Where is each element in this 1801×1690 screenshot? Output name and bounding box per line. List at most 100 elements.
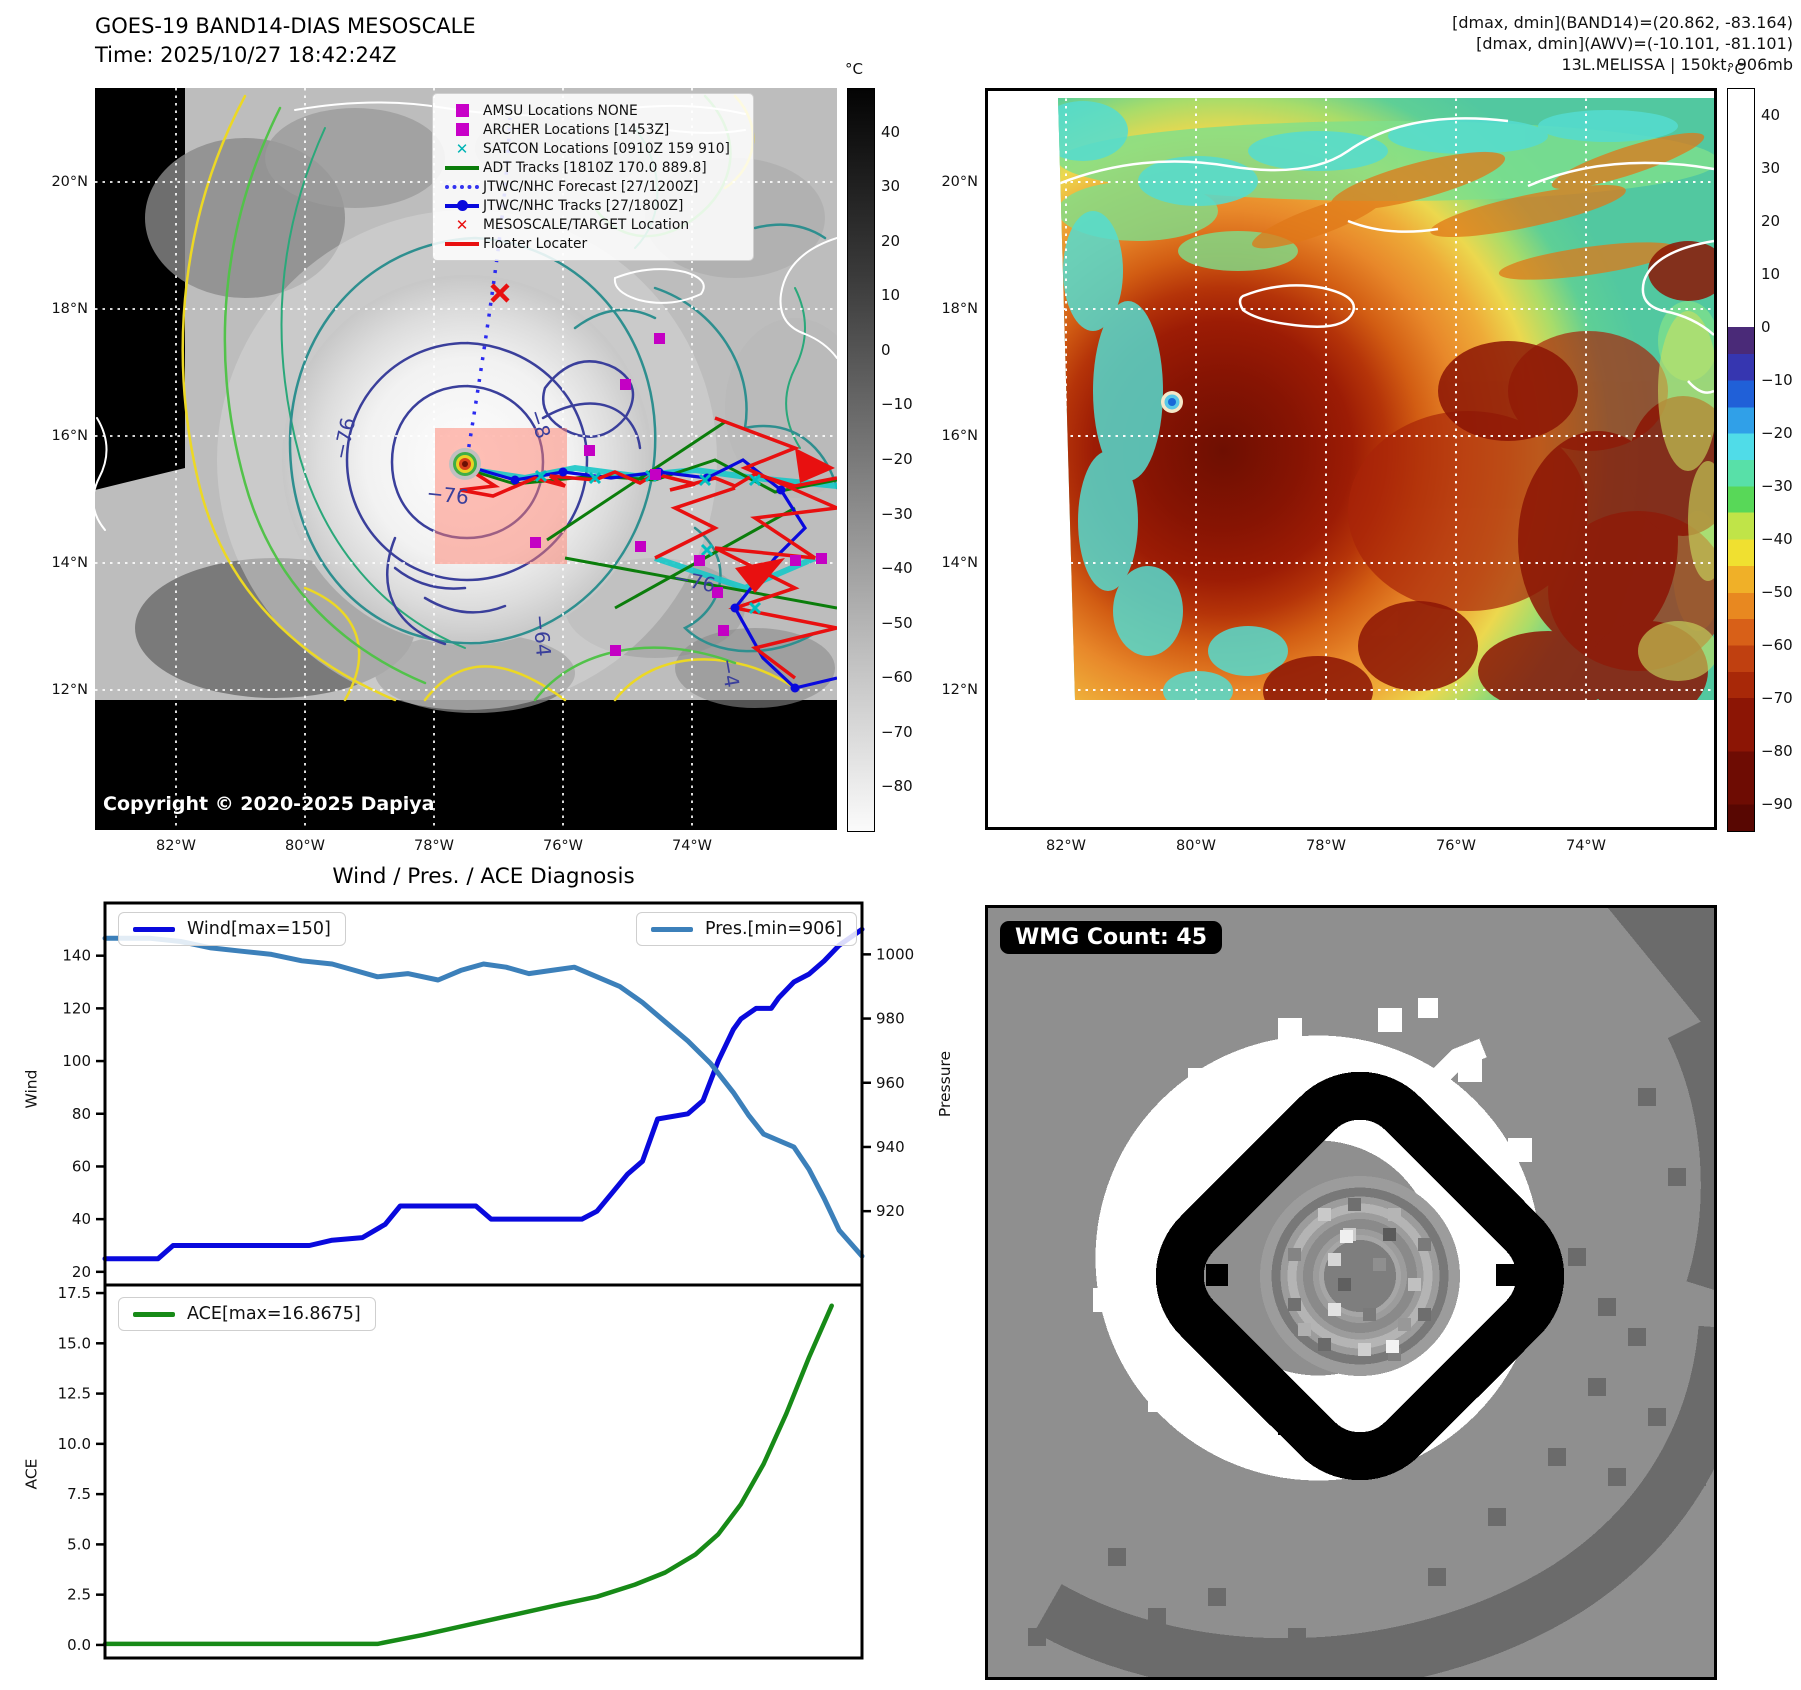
svg-text:940: 940 bbox=[876, 1138, 905, 1156]
band14-colorbar-tick-label: 20 bbox=[881, 231, 901, 250]
legend-item-label: MESOSCALE/TARGET Location bbox=[483, 216, 690, 233]
awv-lat-tick-label: 20°N bbox=[941, 174, 978, 190]
awv-lat-tick-label: 16°N bbox=[941, 428, 978, 444]
svg-text:60: 60 bbox=[72, 1157, 91, 1175]
svg-text:920: 920 bbox=[876, 1202, 905, 1220]
track-markers bbox=[490, 283, 827, 693]
pressure-axis-label: Pressure bbox=[936, 1050, 955, 1118]
awv-colorbar-tick-label: −60 bbox=[1761, 635, 1793, 654]
series-line bbox=[102, 935, 865, 1259]
svg-text:980: 980 bbox=[876, 1010, 905, 1028]
svg-text:40: 40 bbox=[72, 1210, 91, 1228]
awv-colorbar-unit: °C bbox=[1727, 60, 1745, 78]
pres-legend-label: Pres.[min=906] bbox=[705, 919, 843, 939]
band14-lon-tick-label: 80°W bbox=[284, 838, 326, 854]
awv-colorbar-tick-label: −30 bbox=[1761, 476, 1793, 495]
svg-text:7.5: 7.5 bbox=[67, 1485, 91, 1503]
legend-item-label: AMSU Locations NONE bbox=[483, 102, 638, 119]
wind-axis-label: Wind bbox=[22, 1069, 41, 1109]
chart-title: Wind / Pres. / ACE Diagnosis bbox=[332, 864, 635, 889]
band14-title: GOES-19 BAND14-DIAS MESOSCALE bbox=[95, 14, 476, 38]
band14-colorbar-tick-label: 40 bbox=[881, 122, 901, 141]
legend-item: ✕ MESOSCALE/TARGET Location bbox=[441, 215, 745, 234]
band14-lon-tick-label: 78°W bbox=[413, 838, 455, 854]
pres-legend: Pres.[min=906] bbox=[636, 912, 858, 946]
svg-text:960: 960 bbox=[876, 1074, 905, 1092]
band14-colorbar-tick-label: −30 bbox=[881, 504, 913, 523]
legend-item-label: JTWC/NHC Forecast [27/1200Z] bbox=[483, 178, 699, 195]
band14-colorbar-unit: °C bbox=[845, 60, 863, 78]
svg-text:120: 120 bbox=[62, 999, 91, 1017]
awv-map-image bbox=[1058, 98, 1714, 700]
band14-lat-tick-label: 12°N bbox=[51, 682, 88, 698]
awv-map-panel bbox=[985, 88, 1717, 830]
wmg-image bbox=[988, 908, 1714, 1677]
series-line bbox=[102, 1303, 834, 1647]
svg-text:−4: −4 bbox=[716, 656, 745, 689]
svg-text:12.5: 12.5 bbox=[58, 1385, 91, 1403]
band14-time: Time: 2025/10/27 18:42:24Z bbox=[95, 43, 397, 67]
wind-legend: Wind[max=150] bbox=[118, 912, 346, 946]
band14-colorbar-tick-label: −10 bbox=[881, 395, 913, 414]
ace-axis-label: ACE bbox=[22, 1458, 41, 1490]
legend-item: Floater Locater bbox=[441, 234, 745, 253]
awv-colorbar bbox=[1727, 88, 1755, 832]
awv-lat-tick-label: 12°N bbox=[941, 682, 978, 698]
awv-header-line2: [dmax, dmin](AWV)=(-10.101, -81.101) bbox=[1476, 34, 1793, 53]
awv-colorbar-tick-label: −70 bbox=[1761, 688, 1793, 707]
awv-lon-tick-label: 78°W bbox=[1305, 838, 1347, 854]
svg-text:5.0: 5.0 bbox=[67, 1535, 91, 1553]
band14-colorbar-tick-label: −70 bbox=[881, 722, 913, 741]
legend-item: JTWC/NHC Tracks [27/1800Z] bbox=[441, 196, 745, 215]
copyright-label: Copyright © 2020-2025 Dapiya bbox=[103, 793, 435, 815]
awv-lat-tick-label: 18°N bbox=[941, 301, 978, 317]
band14-colorbar-tick-label: −20 bbox=[881, 450, 913, 468]
awv-colorbar-tick-label: 40 bbox=[1761, 105, 1781, 124]
awv-colorbar-tick-label: −40 bbox=[1761, 529, 1793, 548]
svg-text:2.5: 2.5 bbox=[67, 1586, 91, 1604]
ace-legend: ACE[max=16.8675] bbox=[118, 1297, 376, 1331]
x-marker-icon: ✕ bbox=[455, 139, 469, 158]
band14-colorbar-tick-label: 10 bbox=[881, 286, 901, 305]
svg-text:0.0: 0.0 bbox=[67, 1636, 91, 1654]
line-marker-icon bbox=[441, 241, 483, 246]
legend-item-label: JTWC/NHC Tracks [27/1800Z] bbox=[483, 197, 684, 214]
wmg-count-badge: WMG Count: 45 bbox=[1000, 921, 1223, 954]
line-marker-icon bbox=[441, 165, 483, 170]
awv-colorbar-tick-label: −80 bbox=[1761, 741, 1793, 760]
awv-colorbar-tick-label: −90 bbox=[1761, 794, 1793, 813]
ace-legend-swatch bbox=[133, 1311, 175, 1317]
ace-legend-label: ACE[max=16.8675] bbox=[187, 1304, 361, 1324]
svg-text:100: 100 bbox=[62, 1052, 91, 1070]
band14-colorbar-tick-label: 0 bbox=[881, 340, 891, 359]
pres-legend-swatch bbox=[651, 926, 693, 932]
band14-colorbar-tick-label: −60 bbox=[881, 668, 913, 687]
band14-lat-tick-label: 16°N bbox=[51, 428, 88, 444]
band14-title-block: GOES-19 BAND14-DIAS MESOSCALE Time: 2025… bbox=[95, 12, 476, 70]
band14-colorbar-tick-label: 30 bbox=[881, 177, 901, 196]
square-marker-icon bbox=[441, 123, 483, 136]
awv-lon-tick-label: 80°W bbox=[1175, 838, 1217, 854]
svg-text:20: 20 bbox=[72, 1263, 91, 1281]
series-line bbox=[102, 926, 865, 1262]
awv-colorbar-tick-label: 0 bbox=[1761, 317, 1771, 336]
awv-lon-tick-label: 82°W bbox=[1045, 838, 1087, 854]
band14-lat-tick-label: 20°N bbox=[51, 174, 88, 190]
band14-lon-tick-label: 74°W bbox=[671, 838, 713, 854]
legend-item-label: ARCHER Locations [1453Z] bbox=[483, 121, 670, 138]
awv-header-line3: 13L.MELISSA | 150kt, 906mb bbox=[1561, 55, 1793, 74]
wmg-panel bbox=[985, 905, 1717, 1680]
wind-legend-label: Wind[max=150] bbox=[187, 919, 331, 939]
svg-text:80: 80 bbox=[72, 1105, 91, 1123]
awv-colorbar-tick-label: −10 bbox=[1761, 370, 1793, 389]
legend-item: ✕ SATCON Locations [0910Z 159 910] bbox=[441, 139, 745, 158]
band14-lat-tick-label: 18°N bbox=[51, 301, 88, 317]
awv-header-block: [dmax, dmin](BAND14)=(20.862, -83.164) [… bbox=[1452, 12, 1793, 75]
storm-eye-band14 bbox=[449, 448, 481, 480]
storm-eye-awv bbox=[1161, 391, 1183, 413]
legend-item: ADT Tracks [1810Z 170.0 889.8] bbox=[441, 158, 745, 177]
svg-text:15.0: 15.0 bbox=[58, 1334, 91, 1352]
awv-colorbar-tick-label: −20 bbox=[1761, 423, 1793, 442]
wind-legend-swatch bbox=[133, 926, 175, 932]
dotted-marker-icon bbox=[441, 184, 483, 189]
